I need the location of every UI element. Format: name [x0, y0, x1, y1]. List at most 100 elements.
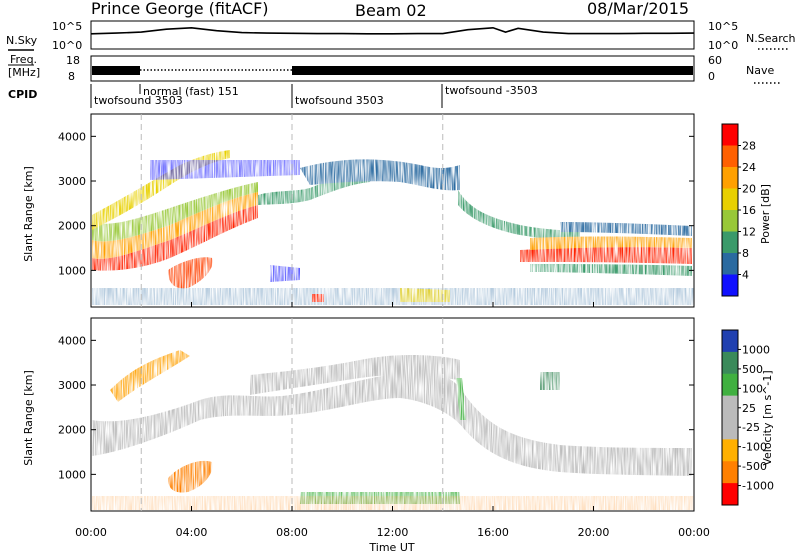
power-colorbar-label-2: 20: [742, 183, 756, 196]
velocity-colorbar-label-6: -500: [742, 460, 767, 473]
power-near-range: [92, 288, 694, 305]
noise-left-tick-bottom: 10^0: [52, 39, 82, 52]
velocity-time-markers: [140, 318, 444, 511]
velocity-ylabel: Slant Range [km]: [22, 370, 35, 466]
power-yticks-label-0: 1000: [58, 264, 86, 277]
power-band-lower-edge: [92, 205, 258, 271]
velocity-orange-streaks: [110, 350, 190, 402]
freq-label-1: Freq.: [10, 53, 37, 66]
velocity-colorbar-label-3: 25: [742, 402, 756, 415]
power-panel: 1000 2000 3000 4000 Slant Range [km] 28 24 20…: [22, 113, 772, 308]
beam-title: Beam 02: [355, 1, 427, 20]
power-colorbar-label: Power [dB]: [759, 184, 772, 244]
velocity-colorbar-swatch-6: [722, 461, 738, 484]
velocity-y-ticks: 1000 2000 3000 4000: [58, 334, 694, 481]
power-hot-spot: [312, 294, 324, 302]
velocity-colorbar-swatch-7: [722, 483, 738, 506]
power-post-band: [458, 190, 580, 242]
velocity-colorbar-label: Velocity [m s^-1]: [761, 370, 774, 465]
velocity-near-range: [92, 496, 694, 510]
noise-right-tick-top: 10^5: [708, 20, 738, 33]
noise-right-label: N.Search: [746, 32, 796, 45]
x-tick-label-1: 04:00: [176, 526, 208, 539]
power-sporadic-2: [400, 288, 450, 302]
power-blob: [168, 257, 213, 289]
velocity-colorbar: 1000 500 100 25 -25 -100 -500 -1000: [721, 329, 774, 506]
x-tick-label-6: 00:00: [678, 526, 710, 539]
x-tick-label-4: 16:00: [477, 526, 509, 539]
noise-left-label: N.Sky: [6, 34, 38, 47]
cpid-segment-4: twofsound -3503: [445, 84, 538, 97]
velocity-green-streak: [456, 378, 466, 420]
power-top-speckle: [150, 160, 300, 180]
freq-panel: Freq. [MHz] 18 8 60 0 Nave: [8, 53, 782, 84]
cpid-label: CPID: [8, 88, 37, 101]
nave-tick-bottom: 0: [708, 70, 715, 83]
power-time-markers: [140, 114, 444, 307]
velocity-upper-sporadic: [540, 372, 560, 390]
velocity-colorbar-swatch-3: [722, 395, 738, 418]
power-y-ticks: 1000 2000 3000 4000: [58, 130, 694, 277]
velocity-colorbar-swatch-2: [722, 373, 738, 397]
velocity-yticks-label-2: 3000: [58, 379, 86, 392]
velocity-yticks-label-3: 4000: [58, 334, 86, 347]
velocity-yticks-label-1: 2000: [58, 424, 86, 437]
cpid-segment-1: twofsound 3503: [94, 94, 183, 107]
power-colorbar-swatch-0: [722, 124, 738, 146]
noise-panel: N.Sky 10^5 10^0 10^5 10^0 N.Search: [6, 20, 796, 52]
velocity-colorbar-swatch-4: [722, 417, 738, 440]
power-colorbar-swatch-5: [722, 231, 738, 254]
freq-label-2: [MHz]: [8, 66, 40, 79]
noise-left-tick-top: 10^5: [52, 20, 82, 33]
velocity-colorbar-swatch-1: [722, 351, 738, 375]
x-tick-label-2: 08:00: [276, 526, 308, 539]
date-title: 08/Mar/2015: [587, 0, 689, 18]
nave-label: Nave: [746, 64, 774, 77]
velocity-colorbar-label-4: -25: [742, 421, 760, 434]
power-band-lower-mid: [92, 192, 258, 259]
power-colorbar-label-0: 28: [742, 140, 756, 153]
power-colorbar-swatch-3: [722, 188, 738, 211]
power-colorbar-label-1: 24: [742, 161, 756, 174]
power-upper-arc: [300, 159, 460, 191]
power-colorbar-label-5: 8: [742, 247, 749, 260]
power-right-band-blue: [560, 222, 692, 236]
freq-tick-bottom: 8: [68, 70, 75, 83]
power-yticks-label-1: 2000: [58, 220, 86, 233]
x-tick-label-0: 00:00: [75, 526, 107, 539]
power-right-band-green: [530, 264, 692, 276]
noise-series-line: [90, 26, 695, 35]
velocity-colorbar-swatch-5: [722, 439, 738, 462]
noise-right-tick-bottom: 10^0: [708, 39, 738, 52]
velocity-colorbar-swatch-0: [722, 330, 738, 353]
velocity-colorbar-label-0: 1000: [742, 343, 770, 356]
cpid-segment-2: normal (fast) 151: [143, 85, 239, 98]
velocity-colorbar-label-5: -100: [742, 441, 767, 454]
power-colorbar-swatch-6: [722, 253, 738, 275]
x-axis-label: Time UT: [368, 541, 414, 554]
power-colorbar-label-3: 16: [742, 204, 756, 217]
power-colorbar-swatch-7: [722, 274, 738, 297]
power-sporadic-1: [270, 265, 300, 282]
power-colorbar-label-6: 4: [742, 269, 749, 282]
x-axis-ticks: 00:00 04:00 08:00 12:00 16:00 20:00 00:00: [75, 302, 710, 539]
freq-tick-top: 18: [66, 54, 80, 67]
power-band-lower-top: [92, 182, 258, 242]
velocity-colorbar-label-2: 100: [742, 382, 763, 395]
power-yticks-label-2: 3000: [58, 175, 86, 188]
power-right-band-orange: [530, 236, 692, 250]
power-yticks-label-3: 4000: [58, 130, 86, 143]
power-ylabel: Slant Range [km]: [22, 166, 35, 262]
x-tick-label-5: 20:00: [578, 526, 610, 539]
power-colorbar-swatch-1: [722, 145, 738, 168]
velocity-main-band: [92, 372, 692, 476]
velocity-colorbar-label-1: 500: [742, 363, 763, 376]
cpid-segment-3: twofsound 3503: [295, 94, 384, 107]
velocity-yticks-label-0: 1000: [58, 468, 86, 481]
power-colorbar-label-4: 12: [742, 226, 756, 239]
x-tick-label-3: 12:00: [377, 526, 409, 539]
velocity-panel: 1000 2000 3000 4000 Slant Range [km] 1000 50…: [22, 317, 774, 512]
power-colorbar-swatch-4: [722, 210, 738, 232]
velocity-upper-gray: [250, 355, 460, 395]
